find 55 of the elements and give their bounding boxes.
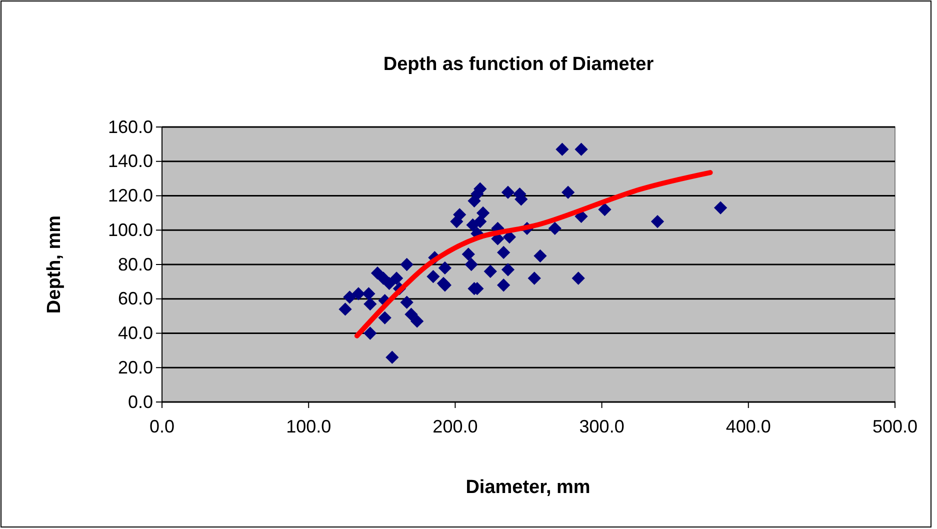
point	[650, 214, 664, 228]
point	[410, 314, 424, 328]
point	[382, 276, 396, 290]
point	[484, 264, 497, 278]
point	[390, 272, 404, 285]
point	[426, 270, 440, 284]
y-tick-label: 160.0	[108, 116, 153, 137]
y-tick-label: 80.0	[118, 254, 153, 274]
point	[450, 214, 464, 228]
point	[501, 263, 515, 276]
x-tick-label: 100.0	[286, 416, 332, 437]
point	[501, 186, 515, 199]
point	[462, 248, 475, 261]
point	[534, 249, 547, 262]
point	[364, 297, 377, 311]
y-tick-label: 40.0	[118, 323, 153, 344]
point	[404, 308, 418, 321]
point	[598, 202, 612, 216]
point	[548, 222, 562, 235]
x-tick-label: 300.0	[579, 416, 624, 437]
point	[400, 258, 414, 272]
point	[386, 350, 399, 364]
point	[497, 278, 510, 292]
point	[474, 214, 487, 228]
point	[438, 261, 452, 275]
x-axis-title: Diameter, mm	[466, 477, 590, 498]
point	[572, 272, 585, 285]
point	[378, 311, 392, 324]
point	[343, 290, 356, 304]
point	[528, 272, 541, 285]
y-axis-title: Depth, mm	[44, 215, 65, 314]
point	[468, 194, 481, 208]
point	[556, 142, 569, 156]
point	[714, 201, 728, 214]
y-tick-label: 60.0	[118, 288, 153, 309]
point	[364, 326, 377, 340]
y-tick-label: 0.0	[128, 392, 153, 412]
point	[497, 246, 510, 260]
y-tick-label: 140.0	[108, 151, 153, 172]
point	[562, 186, 575, 199]
point	[574, 142, 588, 156]
point	[338, 302, 352, 316]
y-tick-label: 100.0	[108, 220, 153, 240]
point	[464, 258, 478, 272]
x-tick-label: 500.0	[872, 416, 918, 437]
chart-title: Depth as function of Diameter	[383, 54, 654, 75]
x-tick-label: 0.0	[149, 416, 175, 437]
y-tick-label: 120.0	[108, 186, 153, 206]
x-tick-label: 200.0	[432, 416, 478, 437]
point	[352, 287, 366, 300]
point	[476, 206, 490, 220]
y-tick-label: 20.0	[118, 357, 153, 378]
point	[362, 287, 376, 300]
point	[400, 296, 414, 309]
x-tick-label: 400.0	[726, 416, 771, 437]
